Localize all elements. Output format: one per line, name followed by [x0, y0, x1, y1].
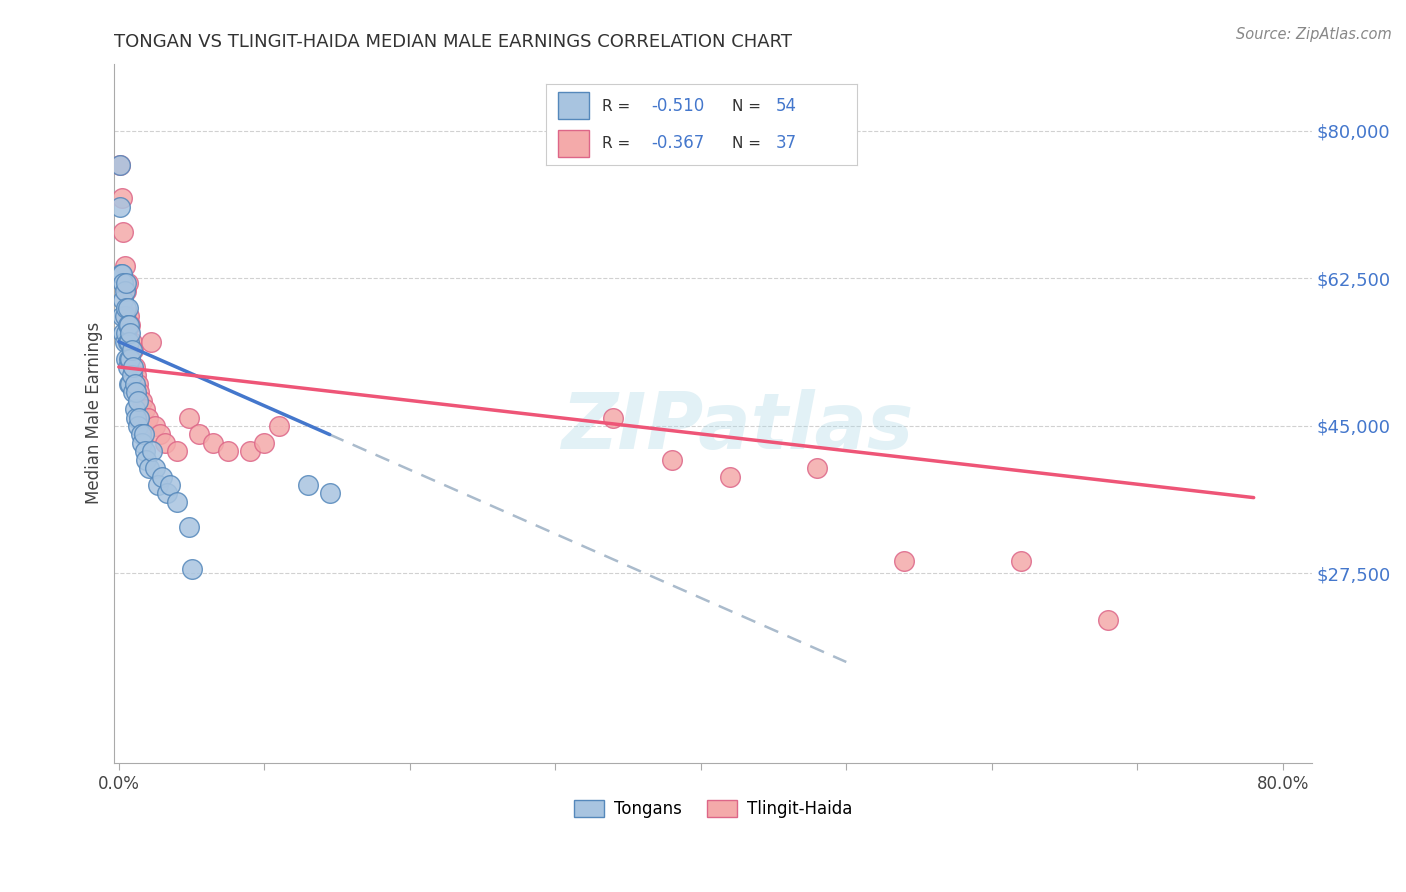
Point — [156, 486, 179, 500]
Point — [118, 318, 141, 332]
Point — [115, 310, 138, 324]
Point — [177, 410, 200, 425]
Point — [180, 562, 202, 576]
Point — [135, 452, 157, 467]
Point — [127, 393, 149, 408]
Point — [187, 427, 209, 442]
Point — [114, 259, 136, 273]
Point — [146, 478, 169, 492]
Text: Source: ZipAtlas.com: Source: ZipAtlas.com — [1236, 27, 1392, 42]
Point — [128, 410, 150, 425]
Point — [112, 293, 135, 307]
Point — [267, 419, 290, 434]
Point — [121, 368, 143, 383]
Point — [115, 301, 138, 315]
Point — [319, 486, 342, 500]
Point — [217, 444, 239, 458]
Point — [128, 385, 150, 400]
Point — [120, 326, 142, 341]
Point — [117, 359, 139, 374]
Point — [117, 301, 139, 315]
Point — [134, 402, 156, 417]
Point — [112, 326, 135, 341]
Point — [118, 351, 141, 366]
Point — [125, 368, 148, 383]
Point — [110, 267, 132, 281]
Point — [122, 385, 145, 400]
Point — [112, 276, 135, 290]
Point — [129, 427, 152, 442]
Point — [143, 461, 166, 475]
Point — [136, 410, 159, 425]
Point — [202, 435, 225, 450]
Point — [121, 334, 143, 349]
Point — [141, 444, 163, 458]
Point — [114, 334, 136, 349]
Point — [152, 469, 174, 483]
Point — [127, 419, 149, 434]
Point — [110, 158, 132, 172]
Point — [602, 410, 624, 425]
Point — [115, 351, 138, 366]
Point — [122, 359, 145, 374]
Point — [127, 376, 149, 391]
Point — [120, 376, 142, 391]
Point — [117, 318, 139, 332]
Legend: Tongans, Tlingit-Haida: Tongans, Tlingit-Haida — [568, 793, 859, 825]
Point — [166, 495, 188, 509]
Point — [1097, 613, 1119, 627]
Point — [806, 461, 828, 475]
Point — [118, 310, 141, 324]
Point — [115, 326, 138, 341]
Point — [114, 284, 136, 298]
Point — [115, 276, 138, 290]
Point — [111, 267, 134, 281]
Text: TONGAN VS TLINGIT-HAIDA MEDIAN MALE EARNINGS CORRELATION CHART: TONGAN VS TLINGIT-HAIDA MEDIAN MALE EARN… — [114, 33, 793, 51]
Point — [155, 435, 177, 450]
Point — [239, 444, 262, 458]
Point — [117, 276, 139, 290]
Point — [108, 200, 131, 214]
Point — [177, 520, 200, 534]
Point — [166, 444, 188, 458]
Point — [893, 554, 915, 568]
Text: ZIPatlas: ZIPatlas — [561, 389, 914, 466]
Point — [718, 469, 741, 483]
Point — [124, 402, 146, 417]
Point — [125, 410, 148, 425]
Point — [131, 393, 153, 408]
Y-axis label: Median Male Earnings: Median Male Earnings — [86, 322, 103, 505]
Point — [120, 318, 142, 332]
Point — [118, 376, 141, 391]
Point — [110, 158, 132, 172]
Point — [114, 310, 136, 324]
Point — [1010, 554, 1032, 568]
Point — [124, 359, 146, 374]
Point — [112, 225, 135, 239]
Point — [253, 435, 276, 450]
Point — [297, 478, 319, 492]
Point — [148, 427, 170, 442]
Point — [111, 191, 134, 205]
Point — [117, 334, 139, 349]
Point — [121, 343, 143, 357]
Point — [132, 427, 155, 442]
Point — [120, 351, 142, 366]
Point — [159, 478, 181, 492]
Point — [131, 435, 153, 450]
Point — [111, 310, 134, 324]
Point — [143, 419, 166, 434]
Point — [134, 444, 156, 458]
Point — [125, 385, 148, 400]
Point — [138, 461, 160, 475]
Point — [118, 334, 141, 349]
Point — [122, 343, 145, 357]
Point — [661, 452, 683, 467]
Point — [139, 334, 162, 349]
Point — [115, 284, 138, 298]
Point — [124, 376, 146, 391]
